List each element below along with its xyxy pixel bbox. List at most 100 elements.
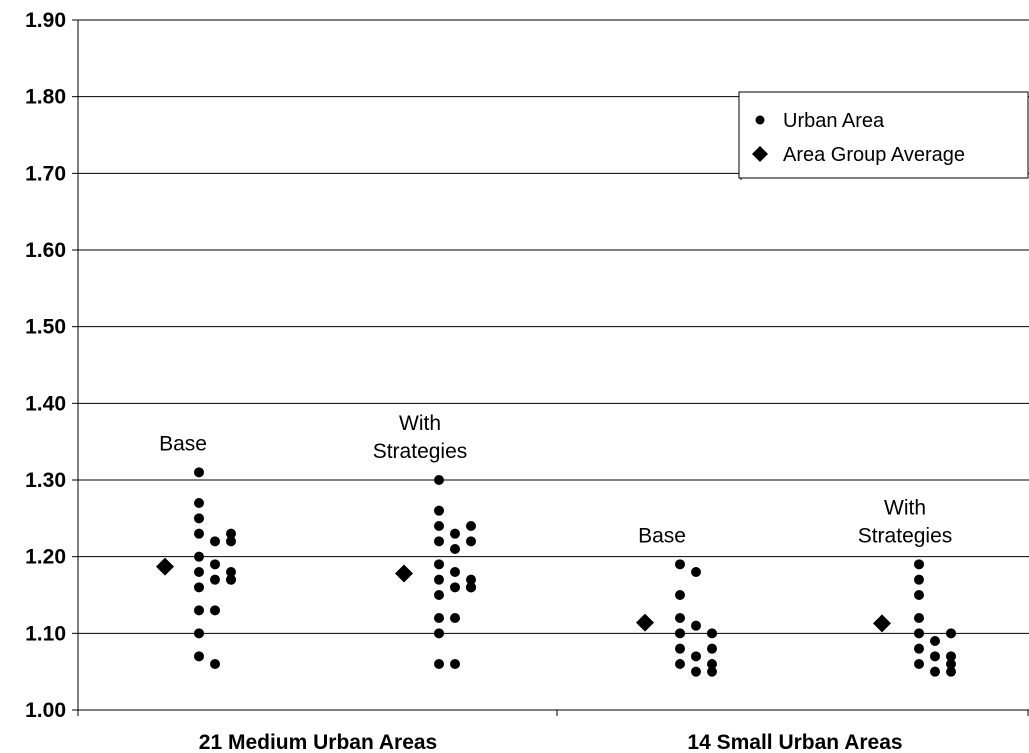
y-tick-label: 1.50 <box>25 316 66 339</box>
urban-area-point <box>691 651 701 662</box>
urban-area-point <box>946 659 956 669</box>
legend-label: Urban Area <box>783 110 885 132</box>
x-axis-category-labels: 21 Medium Urban Areas 14 Small Urban Area… <box>199 731 903 753</box>
urban-area-point <box>434 590 444 600</box>
legend-label: Area Group Average <box>783 144 965 166</box>
y-tick-label: 1.40 <box>25 392 66 415</box>
data-points <box>156 467 956 677</box>
urban-area-point <box>210 574 220 585</box>
legend-marker-diamond <box>752 146 768 162</box>
urban-area-point <box>194 605 204 616</box>
urban-area-point <box>194 651 204 662</box>
urban-area-point <box>194 513 204 524</box>
urban-area-point <box>450 544 460 554</box>
scenario-label: Base <box>638 524 686 547</box>
urban-area-point <box>450 582 460 593</box>
gridlines <box>78 19 1029 634</box>
scenario-label: Strategies <box>373 440 468 463</box>
urban-area-point <box>914 590 924 600</box>
urban-area-point <box>210 536 220 547</box>
y-tick-label: 1.70 <box>25 162 66 185</box>
urban-area-point <box>434 628 444 639</box>
urban-area-point <box>914 628 924 639</box>
y-tick-label: 1.80 <box>25 86 66 109</box>
urban-area-point <box>434 574 444 585</box>
urban-area-point <box>930 651 940 662</box>
y-axis-tick-labels: 1.00 1.10 1.20 1.30 1.40 1.50 1.60 1.70 1.80 1.90 <box>25 9 66 722</box>
urban-area-point <box>210 659 220 669</box>
urban-area-point <box>194 628 204 639</box>
urban-area-point <box>450 567 460 577</box>
y-tick-label: 1.90 <box>25 9 66 32</box>
y-tick-label: 1.10 <box>25 622 66 645</box>
legend-box <box>738 91 1029 179</box>
urban-area-point <box>914 643 924 654</box>
x-category-label: 21 Medium Urban Areas <box>199 731 437 753</box>
urban-area-point <box>930 636 940 646</box>
group-average-point <box>156 557 174 576</box>
urban-area-point <box>691 620 701 631</box>
urban-area-point <box>434 559 444 570</box>
urban-area-point <box>675 628 685 639</box>
y-tick-label: 1.00 <box>25 699 66 722</box>
urban-area-point <box>434 475 444 485</box>
urban-area-point <box>450 659 460 669</box>
urban-area-point <box>675 559 685 570</box>
x-category-label: 14 Small Urban Areas <box>687 731 902 753</box>
urban-area-point <box>434 613 444 623</box>
urban-area-point <box>707 666 717 677</box>
urban-area-point <box>210 605 220 616</box>
urban-area-point <box>194 582 204 593</box>
scenario-label: With <box>399 412 441 435</box>
y-tick-label: 1.30 <box>25 469 66 492</box>
axes <box>72 19 1029 716</box>
legend: Urban Area Area Group Average <box>738 91 1029 180</box>
scenario-annotations: Base With Strategies Base With Strategies <box>159 412 952 547</box>
y-tick-label: 1.60 <box>25 239 66 262</box>
urban-area-point <box>226 574 236 585</box>
urban-area-point <box>194 498 204 508</box>
group-average-point <box>636 613 654 632</box>
urban-area-point <box>194 467 204 478</box>
urban-area-point <box>226 528 236 539</box>
urban-area-point <box>914 574 924 585</box>
group-average-point <box>873 614 891 633</box>
urban-area-point <box>930 666 940 677</box>
urban-area-point <box>675 643 685 654</box>
urban-area-point <box>466 521 476 531</box>
urban-area-point <box>691 666 701 677</box>
urban-area-point <box>707 643 717 654</box>
urban-area-point <box>691 567 701 577</box>
urban-area-point <box>434 521 444 531</box>
scenario-label: Strategies <box>858 524 953 547</box>
urban-area-point <box>194 551 204 562</box>
urban-area-point <box>946 666 956 677</box>
urban-area-point <box>914 613 924 623</box>
urban-area-point <box>946 628 956 639</box>
urban-area-point <box>450 528 460 539</box>
y-tick-label: 1.20 <box>25 546 66 569</box>
urban-area-point <box>466 574 476 585</box>
urban-area-point <box>707 659 717 669</box>
urban-area-point <box>210 559 220 570</box>
group-average-point <box>395 564 413 583</box>
urban-area-point <box>946 651 956 662</box>
urban-area-point <box>194 528 204 539</box>
urban-area-point <box>914 559 924 570</box>
legend-marker-circle <box>755 115 765 125</box>
urban-area-point <box>450 613 460 623</box>
scenario-label: Base <box>159 432 207 455</box>
urban-area-point <box>434 659 444 669</box>
urban-area-point <box>466 536 476 547</box>
urban-area-point <box>675 590 685 600</box>
scenario-label: With <box>884 496 926 519</box>
urban-area-point <box>707 628 717 639</box>
urban-area-point <box>226 567 236 577</box>
urban-area-point <box>226 536 236 547</box>
urban-area-point <box>434 536 444 547</box>
urban-area-point <box>914 659 924 669</box>
urban-area-point <box>194 567 204 577</box>
urban-area-point <box>434 505 444 516</box>
urban-area-point <box>675 659 685 669</box>
